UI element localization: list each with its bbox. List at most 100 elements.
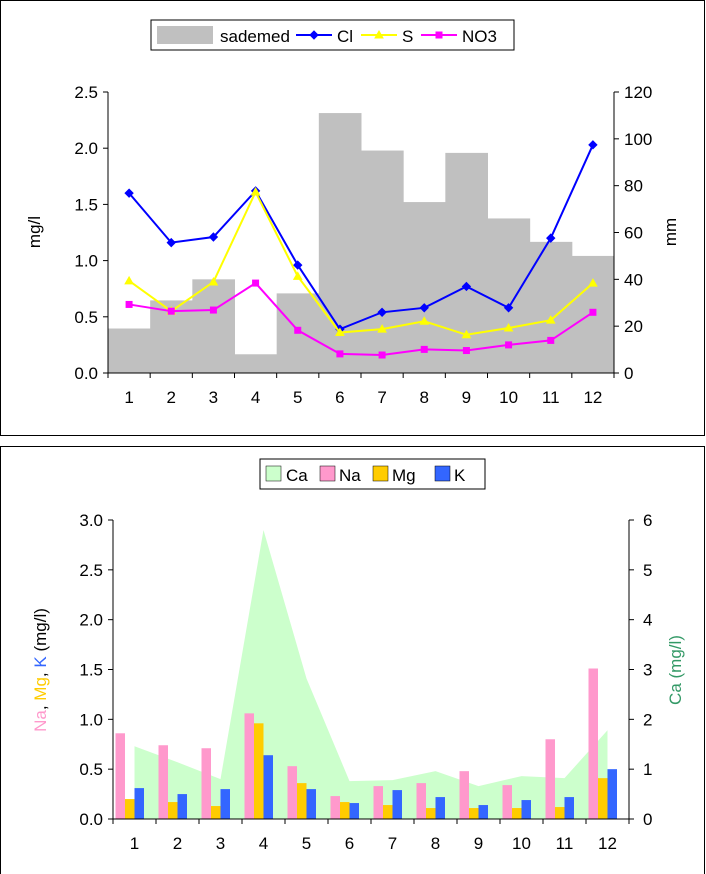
y-tick-label-right: 3: [643, 661, 652, 680]
legend: sademed Cl S NO3: [150, 19, 515, 51]
x-tick-label: 8: [431, 834, 440, 853]
legend-swatch-mg: [372, 465, 389, 482]
legend-swatch-na: [319, 465, 336, 482]
y-axis-label-part: ,: [31, 668, 50, 677]
x-tick-label: 2: [167, 388, 176, 407]
x-tick-label: 9: [462, 388, 471, 407]
point-cl: [166, 237, 176, 248]
point-no3: [589, 308, 597, 316]
point-s: [124, 275, 134, 285]
bar-na: [545, 739, 555, 819]
bar-mg: [211, 806, 221, 819]
y-tick-label-right: 60: [624, 224, 643, 243]
y-tick-label-left: 2.5: [79, 561, 103, 580]
y-tick-label-left: 0.5: [79, 760, 103, 779]
bar-k: [521, 800, 531, 819]
point-s: [503, 323, 514, 332]
y-axis-label-part: Na: [31, 710, 50, 732]
x-tick-label: 11: [556, 834, 574, 853]
y-tick-label-right: 100: [624, 130, 652, 149]
y-tick-label-right: 1: [643, 760, 652, 779]
legend-swatch-k: [434, 465, 451, 482]
y-tick-label-left: 1.5: [74, 195, 98, 214]
y-tick-label-right: 0: [643, 810, 652, 829]
bar-k: [478, 805, 488, 819]
point-cl: [208, 232, 219, 242]
legend-label-sademed: sademed: [220, 27, 290, 46]
x-tick-label: 8: [420, 388, 429, 407]
bar-na: [287, 766, 297, 819]
bar-na: [416, 783, 426, 819]
legend-label-k: K: [454, 466, 466, 485]
bar-mg: [598, 778, 608, 819]
x-tick-label: 7: [388, 834, 397, 853]
y-tick-label-left: 1.0: [74, 252, 98, 271]
y-tick-label-left: 0.0: [74, 364, 98, 383]
x-tick-label: 11: [542, 388, 560, 407]
y-tick-label-left: 2.0: [74, 139, 98, 158]
y-tick-label-right: 2: [643, 710, 652, 729]
bar-mg: [254, 723, 264, 819]
bar-mg: [297, 783, 307, 819]
bar-k: [607, 769, 617, 819]
bar-na: [158, 745, 168, 819]
y-tick-label-left: 3.0: [79, 511, 103, 530]
bar-na: [115, 733, 125, 819]
x-tick-label: 6: [345, 834, 354, 853]
y-axis-label-right: Ca (mg/l): [666, 635, 685, 705]
bar-k: [306, 789, 316, 819]
legend-label-no3: NO3: [462, 27, 497, 46]
point-no3: [336, 350, 344, 358]
legend-label-s: S: [402, 27, 413, 46]
bar-mg: [383, 805, 393, 819]
x-tick-label: 1: [124, 388, 133, 407]
y-axis-label-right: mm: [661, 218, 680, 246]
x-tick-label: 7: [377, 388, 386, 407]
y-axis-label-part: K: [31, 656, 50, 668]
legend-label-mg: Mg: [392, 466, 416, 485]
point-cl: [419, 303, 429, 313]
bar-sademed: [445, 152, 488, 373]
legend-swatch-sademed: [157, 26, 213, 44]
x-tick-label: 12: [583, 388, 602, 407]
bar-k: [220, 789, 230, 819]
point-s: [545, 315, 556, 324]
line-cl: [128, 144, 594, 331]
y-tick-label-left: 1.0: [79, 710, 103, 729]
point-s: [377, 324, 387, 333]
point-no3: [209, 306, 217, 314]
bar-k: [435, 797, 445, 819]
x-tick-label: 2: [173, 834, 182, 853]
y-axis-label-left: mg/l: [25, 216, 44, 248]
bar-sademed: [487, 218, 531, 373]
point-no3: [125, 300, 133, 308]
bar-sademed: [108, 328, 151, 373]
point-no3: [420, 345, 428, 353]
y-axis-label-part: (mg/l): [31, 608, 50, 656]
x-tick-label: 12: [598, 834, 617, 853]
point-no3: [294, 326, 302, 334]
legend-marker-cl: [309, 30, 319, 40]
y-tick-label-left: 0.0: [79, 810, 103, 829]
bar-mg: [340, 802, 350, 819]
bar-na: [588, 668, 598, 819]
bar-k: [349, 803, 359, 819]
x-tick-label: 5: [293, 388, 302, 407]
y-tick-label-left: 2.5: [74, 83, 98, 102]
point-s: [588, 278, 598, 287]
x-tick-label: 6: [335, 388, 344, 407]
legend-marker-no3: [435, 31, 443, 39]
y-axis-label-left: Na, Mg, K (mg/l): [31, 608, 50, 732]
legend: Ca Na Mg K: [259, 458, 486, 490]
x-tick-label: 4: [259, 834, 268, 853]
bar-sademed: [192, 279, 235, 373]
y-tick-label-right: 20: [624, 317, 643, 336]
bar-k: [134, 788, 144, 819]
bar-sademed: [361, 150, 404, 373]
y-tick-label-right: 120: [624, 83, 652, 102]
y-axis-label-part: Mg: [31, 677, 50, 701]
point-cl: [293, 260, 303, 270]
x-tick-label: 10: [499, 388, 518, 407]
point-cl: [588, 140, 598, 150]
